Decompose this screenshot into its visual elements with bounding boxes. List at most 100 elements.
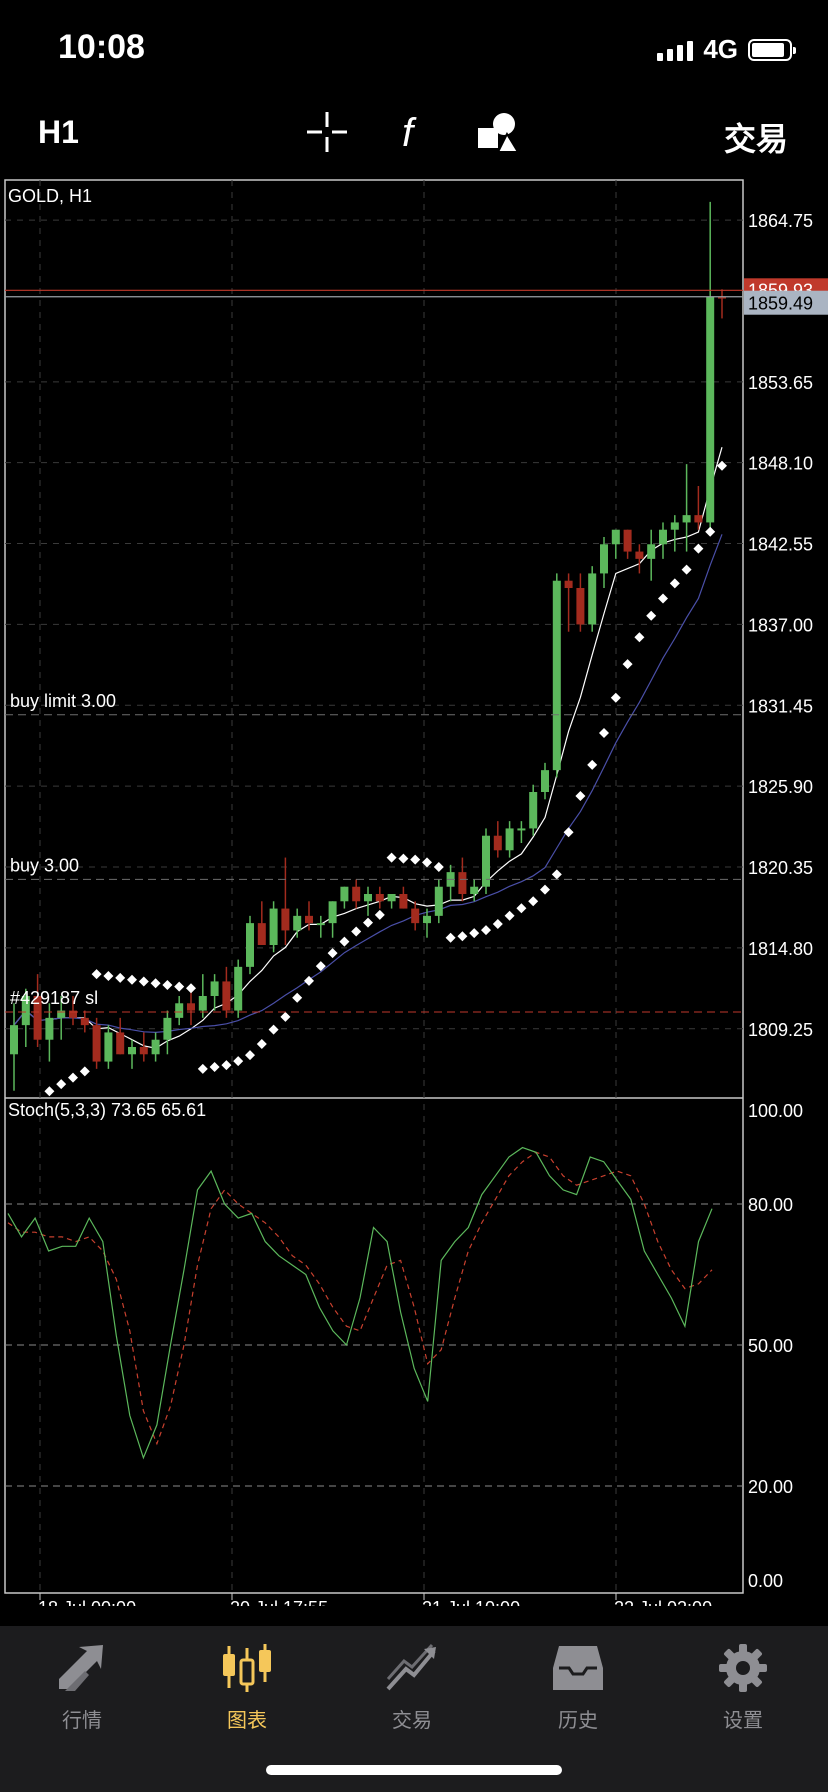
order-line-label: buy limit 3.00 [10,691,116,711]
sar-dot [528,896,539,907]
tab-history[interactable]: 历史 [518,1638,638,1733]
sar-dot [245,1050,255,1061]
sar-dot [186,983,196,994]
candle-body [175,1003,184,1018]
sar-dot [693,543,704,554]
status-indicators: 4G [657,34,796,65]
candle-body [328,901,337,924]
timeframe-button[interactable]: H1 [38,114,79,150]
home-indicator [266,1765,562,1775]
sar-dot [504,910,515,921]
sar-dot [540,884,550,895]
stoch-tick-label: 20.00 [748,1477,793,1497]
candle-body [57,1010,66,1018]
candle-body [529,792,538,829]
tab-settings[interactable]: 设置 [683,1638,803,1733]
sar-dot [646,610,657,621]
svg-text:f: f [402,111,417,154]
history-icon [518,1638,638,1698]
sar-dot [256,1038,267,1049]
candle-body [682,515,691,523]
candle-body [104,1032,113,1062]
candle-body [706,296,715,523]
candle-body [517,828,526,831]
candle-body [293,915,302,931]
candle-body [128,1047,136,1055]
objects-icon[interactable] [474,108,522,156]
order-line-label: buy 3.00 [10,855,79,875]
candle-body [198,996,207,1011]
sar-dot [268,1024,279,1035]
tab-quotes[interactable]: 行情 [22,1638,142,1733]
candle-body [694,515,703,523]
sar-dot [127,974,137,985]
tab-chart[interactable]: 图表 [187,1638,307,1733]
order-lines: buy limit 3.00 buy 3.00 #429187 sl [5,289,743,1013]
candle-body [281,908,290,931]
stochastic-pane: 100.00 80.00 50.00 20.00 0.00 [5,1101,803,1591]
crosshair-icon[interactable] [303,108,351,156]
candle-body [458,872,467,894]
candle-body [163,1017,172,1040]
price-tick-label: 1820.35 [748,858,813,878]
battery-icon [748,38,796,61]
sar-dot [327,948,338,959]
sar-dot [174,981,185,992]
tab-bar: 行情 图表 交易 历史 设置 [0,1626,828,1792]
sar-dot [374,909,385,920]
candle-body [116,1032,125,1055]
sar-dot [44,1086,55,1097]
sar-dot [386,852,397,863]
sar-dot [363,917,373,928]
candle-body [423,915,431,924]
candle-body [600,544,608,574]
quotes-icon [22,1638,142,1698]
candle-body [541,770,549,792]
sar-dot [622,659,633,670]
sar-dot [56,1079,67,1090]
tab-label: 图表 [227,1710,267,1732]
candle-body [564,580,573,588]
time-tick-label: 20 Jul 17:55 [230,1598,328,1606]
candle-body [364,894,372,902]
sar-dot [79,1066,90,1077]
candle-body [151,1039,160,1055]
sar-dot [587,759,598,770]
chart-area[interactable]: buy limit 3.00 buy 3.00 #429187 sl 1864.75… [0,176,828,1618]
candle-body [375,894,384,902]
sar-dot [315,961,326,972]
candle-body [399,894,408,909]
grid [5,180,743,1593]
ma-slow-line [13,534,723,1034]
candle-body [352,886,361,902]
trade-button[interactable]: 交易 [723,121,788,157]
candle-body [340,886,349,902]
symbol-label: GOLD, H1 [8,186,92,206]
candle-body [552,580,561,771]
sar-dot [103,971,114,982]
indicators-icon[interactable]: f [390,108,438,156]
chart-icon [187,1638,307,1698]
candles [10,201,726,1091]
sar-dot [457,931,468,942]
candle-body [246,923,254,967]
price-chart[interactable]: buy limit 3.00 buy 3.00 #429187 sl 1864.75… [0,176,828,1618]
current-price-tag [744,290,828,315]
candle-body [69,1010,77,1018]
tab-trade[interactable]: 交易 [352,1638,472,1733]
sar-dot [445,932,456,943]
candle-body [576,588,585,625]
price-tick-label: 1842.55 [748,535,813,555]
status-time: 10:08 [58,28,145,66]
tab-label: 交易 [392,1710,432,1732]
candle-body [222,981,231,1011]
candle-body [139,1047,148,1055]
sar-dot [351,926,362,937]
candle-body [635,551,644,559]
current-price-label: 1859.49 [748,294,813,314]
candle-body [80,1017,89,1026]
sar-dot [209,1061,220,1072]
chart-frame [4,179,744,1594]
candle-body [257,923,266,945]
tab-label: 行情 [62,1710,102,1732]
